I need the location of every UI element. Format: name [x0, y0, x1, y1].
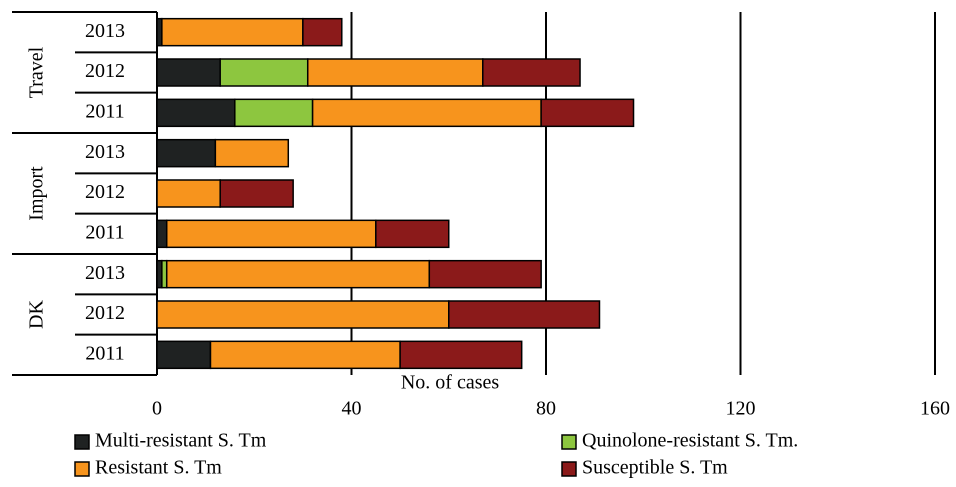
x-tick-label: 160	[920, 398, 950, 420]
y-tick-label: 2012	[85, 302, 125, 324]
y-tick-label: 2013	[85, 20, 125, 42]
y-tick-label: 2011	[85, 342, 124, 364]
bar-segment	[399, 340, 523, 370]
bar-segment	[156, 300, 450, 329]
legend-swatch	[561, 434, 577, 450]
bar-segment	[219, 58, 309, 87]
group-label: Import	[26, 166, 48, 221]
bar-segment	[156, 98, 236, 128]
legend-swatch	[74, 461, 90, 477]
y-tick-label: 2011	[85, 221, 124, 243]
x-tick-label: 120	[726, 398, 756, 420]
bar-segment	[214, 138, 290, 168]
bar-segment	[482, 58, 581, 87]
y-tick-label: 2012	[85, 181, 125, 203]
x-tick-label: 0	[152, 398, 162, 420]
legend-label: Susceptible S. Tm	[582, 457, 728, 479]
bar-segment	[156, 340, 212, 370]
y-tick-label: 2011	[85, 100, 124, 122]
bar-segment	[156, 179, 221, 208]
bar-segment	[448, 300, 601, 329]
bar-segment	[165, 259, 431, 289]
x-tick-label: 80	[536, 398, 556, 420]
bar-segment	[209, 340, 401, 370]
bar-segment	[156, 219, 168, 249]
bar-segment	[311, 98, 542, 128]
legend-label: Multi-resistant S. Tm	[95, 430, 267, 452]
bar-segment	[540, 98, 635, 128]
y-tick-label: 2013	[85, 141, 125, 163]
y-tick-label: 2012	[85, 60, 125, 82]
bar-segment	[156, 58, 221, 87]
group-label: Travel	[26, 46, 48, 98]
bar-segment	[161, 17, 304, 47]
bar-segment	[156, 138, 217, 168]
bar-segment	[234, 98, 314, 128]
bar-segment	[428, 259, 542, 289]
group-label: DK	[26, 300, 48, 329]
bar-segment	[375, 219, 450, 249]
legend-swatch	[561, 461, 577, 477]
legend-label: Quinolone-resistant S. Tm.	[582, 430, 798, 452]
bar-segment	[165, 219, 377, 249]
x-axis-label: No. of cases	[401, 372, 500, 394]
bar-segment	[219, 179, 294, 208]
legend-swatch	[74, 434, 90, 450]
bar-segment	[302, 17, 343, 47]
y-tick-label: 2013	[85, 262, 125, 284]
legend-label: Resistant S. Tm	[95, 457, 222, 479]
bar-segment	[306, 58, 484, 87]
x-tick-label: 40	[342, 398, 362, 420]
